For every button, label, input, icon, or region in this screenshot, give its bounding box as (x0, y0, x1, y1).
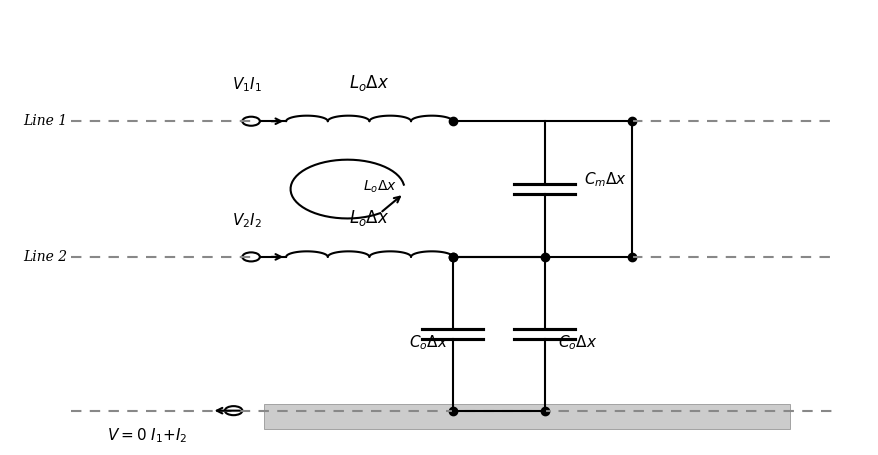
Text: $L_o\Delta x$: $L_o\Delta x$ (349, 208, 389, 228)
Text: Line 1: Line 1 (23, 114, 67, 128)
Text: $L_o\Delta x$: $L_o\Delta x$ (363, 179, 397, 195)
Text: $V{=}0\ I_1{+}I_2$: $V{=}0\ I_1{+}I_2$ (106, 426, 187, 445)
Text: $V_2 I_2$: $V_2 I_2$ (232, 212, 262, 230)
Text: $L_o\Delta x$: $L_o\Delta x$ (349, 73, 389, 93)
FancyBboxPatch shape (264, 404, 789, 429)
Text: Line 2: Line 2 (23, 250, 67, 264)
Text: $V_1 I_1$: $V_1 I_1$ (232, 76, 262, 94)
Text: $C_o\Delta x$: $C_o\Delta x$ (558, 334, 596, 352)
Text: $C_o\Delta x$: $C_o\Delta x$ (408, 334, 448, 352)
Text: $C_m\Delta x$: $C_m\Delta x$ (583, 171, 626, 189)
